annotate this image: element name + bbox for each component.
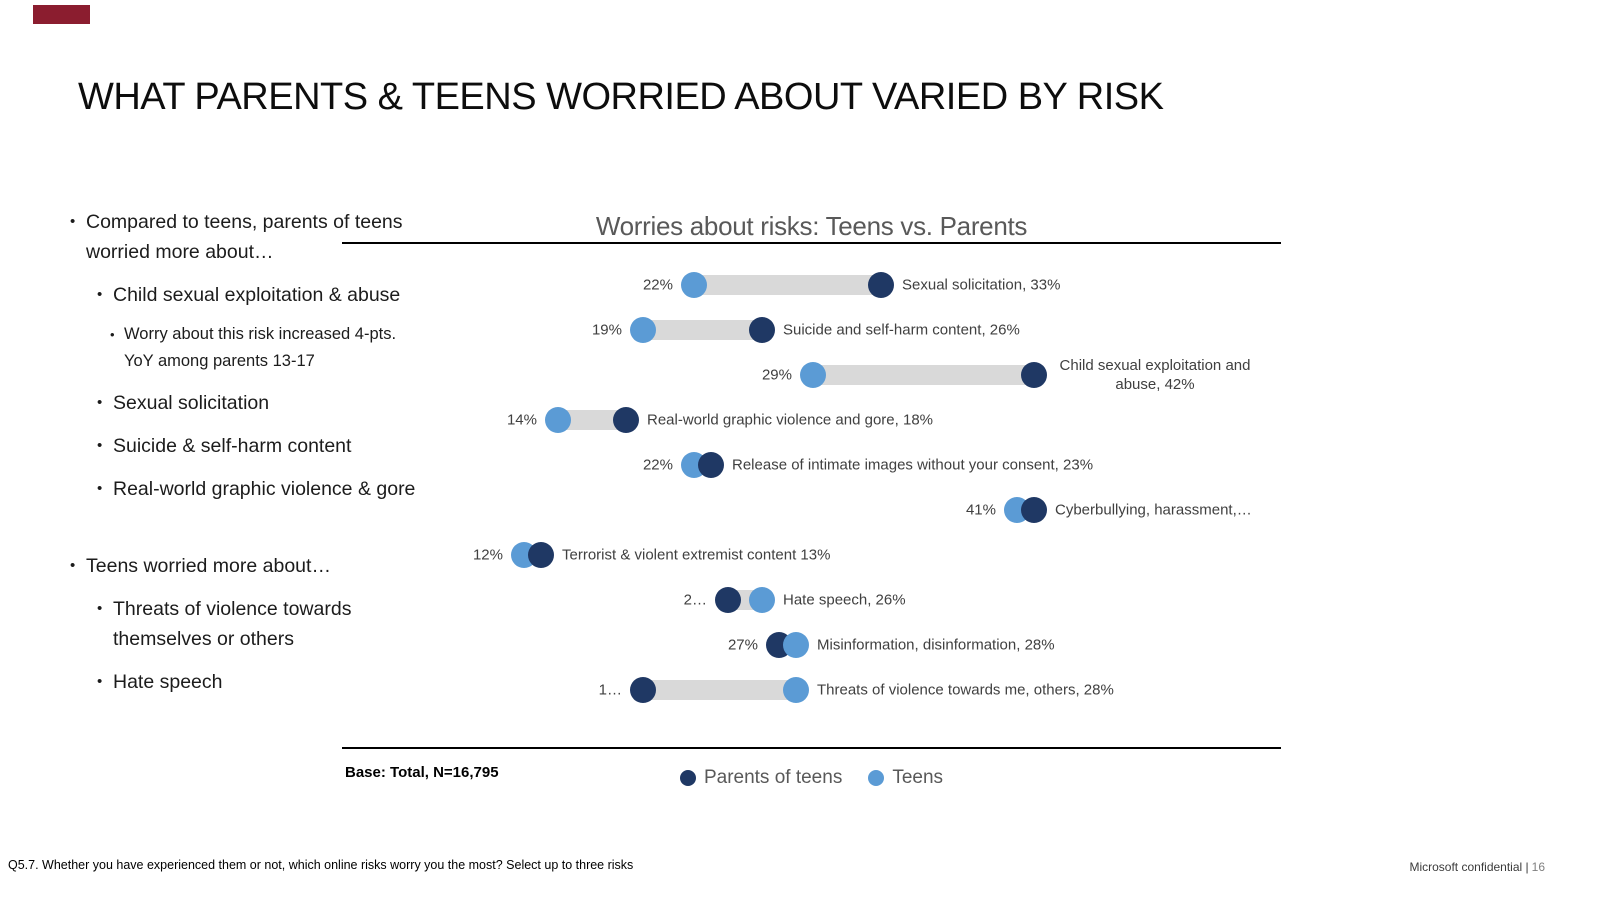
bullet-item: • Threats of violence towards themselves …: [97, 594, 470, 654]
connector-bar: [813, 365, 1034, 385]
teens-dot: [681, 272, 707, 298]
connector-bar: [524, 545, 541, 565]
parents-dot: [749, 317, 775, 343]
bullet-text: Real-world graphic violence & gore: [113, 478, 416, 500]
legend-dot-parents: [679, 770, 696, 786]
chart-top-divider: [342, 242, 1281, 244]
teens-dot: [511, 542, 537, 568]
bullet-item: • Hate speech: [97, 667, 470, 697]
teens-dot: [783, 677, 809, 703]
teens-dot: [545, 407, 571, 433]
accent-bar: [33, 5, 90, 24]
bullet-marker: •: [97, 437, 103, 454]
chart-title: Worries about risks: Teens vs. Parents: [595, 211, 1028, 241]
connector-bar: [643, 680, 796, 700]
bullet-item: • Real-world graphic violence & gore: [97, 474, 470, 504]
parents-dot: [613, 407, 639, 433]
confidential-label: Microsoft confidential |: [1409, 860, 1529, 874]
footnote-question: Q5.7. Whether you have experienced them …: [8, 858, 634, 872]
bullet-item: • Child sexual exploitation & abuse: [97, 280, 470, 310]
bullet-text: Teens worried more about…: [86, 555, 331, 577]
parents-dot: [1021, 362, 1047, 388]
connector-bar: [694, 455, 711, 475]
bullet-text: Hate speech: [113, 671, 223, 693]
bullet-text: Suicide & self-harm content: [113, 435, 352, 457]
row-right-label: Threats of violence towards me, others, …: [817, 681, 1114, 699]
parents-dot: [1021, 497, 1047, 523]
bullet-marker: •: [70, 213, 76, 230]
teens-dot: [681, 452, 707, 478]
bullet-marker: •: [97, 480, 103, 497]
bullet-item: • Teens worried more about…: [70, 551, 470, 581]
page-number: 16: [1531, 860, 1545, 874]
teens-dot: [800, 362, 826, 388]
row-left-label: 29%: [761, 366, 792, 384]
row-left-label: 41%: [965, 501, 996, 519]
row-right-label: Terrorist & violent extremist content 13…: [562, 546, 831, 564]
bullet-marker: •: [70, 557, 76, 574]
teens-dot: [1004, 497, 1030, 523]
row-right-label: Hate speech, 26%: [783, 591, 906, 609]
bullet-text: Compared to teens, parents of teens worr…: [86, 211, 403, 263]
parents-dot: [766, 632, 792, 658]
bullet-text: Child sexual exploitation & abuse: [113, 284, 401, 306]
bullet-marker: •: [97, 600, 103, 617]
chart-legend: Parents of teens Teens: [342, 763, 1281, 793]
row-right-label: Cyberbullying, harassment,…: [1055, 501, 1252, 519]
teens-dot: [783, 632, 809, 658]
legend-item-parents: Parents of teens: [679, 767, 843, 789]
bullet-text: Threats of violence towards themselves o…: [113, 598, 352, 650]
bullet-marker: •: [97, 286, 103, 303]
parents-dot: [698, 452, 724, 478]
row-left-label: 2…: [683, 591, 707, 609]
teens-dot: [630, 317, 656, 343]
row-right-label: Sexual solicitation, 33%: [902, 276, 1061, 294]
bullet-marker: •: [110, 327, 115, 342]
bullet-marker: •: [97, 673, 103, 690]
bullet-text: Sexual solicitation: [113, 392, 270, 414]
bullet-item: • Worry about this risk increased 4-pts. …: [110, 321, 470, 375]
chart-bottom-divider: [342, 747, 1281, 749]
base-note: Base: Total, N=16,795: [345, 764, 499, 781]
row-right-label: Release of intimate images without your …: [732, 456, 1094, 474]
row-left-label: 22%: [642, 456, 673, 474]
parents-dot: [630, 677, 656, 703]
legend-dot-teens: [868, 770, 885, 786]
row-left-label: 27%: [727, 636, 758, 654]
bullet-list: • Compared to teens, parents of teens wor…: [70, 192, 470, 697]
bullet-item: • Suicide & self-harm content: [97, 431, 470, 461]
connector-bar: [643, 320, 762, 340]
row-right-label: Child sexual exploitation and abuse, 42%: [1059, 357, 1251, 393]
legend-label: Parents of teens: [703, 767, 843, 788]
connector-bar: [558, 410, 626, 430]
row-right-label: Misinformation, disinformation, 28%: [817, 636, 1055, 654]
row-right-label: Suicide and self-harm content, 26%: [783, 321, 1020, 339]
bullet-item: • Compared to teens, parents of teens wor…: [70, 207, 470, 267]
bullet-text: Worry about this risk increased 4-pts. Y…: [124, 325, 397, 370]
parents-dot: [528, 542, 554, 568]
row-right-label: Real-world graphic violence and gore, 18…: [647, 411, 933, 429]
slide-title: WHAT PARENTS & TEENS WORRIED ABOUT VARIE…: [78, 76, 1164, 118]
parents-dot: [868, 272, 894, 298]
teens-dot: [749, 587, 775, 613]
footer-confidential: Microsoft confidential | 16: [1409, 860, 1545, 874]
connector-bar: [779, 635, 796, 655]
parents-dot: [715, 587, 741, 613]
bullet-marker: •: [97, 394, 103, 411]
row-left-label: 22%: [642, 276, 673, 294]
legend-label: Teens: [892, 767, 944, 788]
bullet-item: • Sexual solicitation: [97, 388, 470, 418]
connector-bar: [728, 590, 762, 610]
legend-item-teens: Teens: [868, 767, 943, 789]
connector-bar: [694, 275, 881, 295]
connector-bar: [1017, 500, 1034, 520]
